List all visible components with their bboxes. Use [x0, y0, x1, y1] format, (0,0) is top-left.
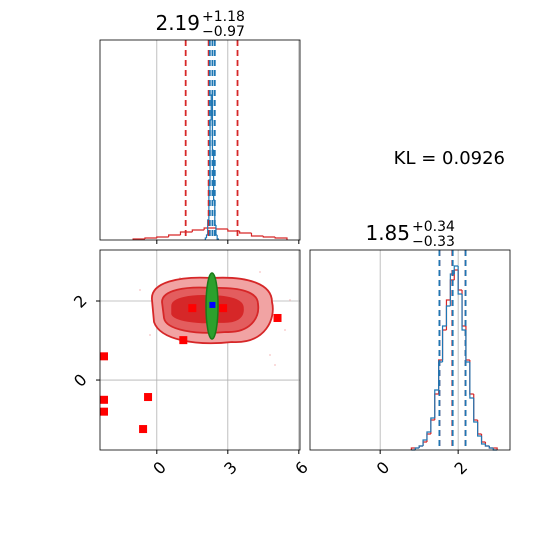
- histogram-bin: [441, 325, 447, 362]
- histogram-bin: [422, 439, 427, 446]
- point: [179, 336, 188, 345]
- histogram-bin: [426, 431, 431, 440]
- point: [209, 301, 216, 308]
- histogram-bin: [434, 389, 439, 418]
- histogram-bin: [453, 265, 459, 274]
- histogram-bin: [488, 446, 494, 449]
- histogram-bin: [493, 447, 498, 450]
- point: [144, 393, 153, 402]
- density-contours: [139, 271, 291, 366]
- histogram-bin: [191, 229, 205, 232]
- point: [139, 425, 148, 434]
- histogram-bin: [203, 227, 216, 230]
- kl-annotation: KL = 0.0926: [394, 148, 505, 169]
- panel-title: 2.19: [155, 11, 200, 35]
- histogram-bin: [473, 398, 478, 423]
- histogram-bin: [179, 231, 193, 235]
- histogram-bin: [156, 236, 169, 238]
- histogram-bin: [469, 362, 474, 399]
- histogram-bin: [410, 447, 416, 450]
- histogram-bin: [414, 447, 420, 450]
- histogram-bin: [262, 236, 276, 238]
- point: [219, 304, 228, 313]
- title-superscript: +0.34: [412, 219, 455, 235]
- histogram-bin: [445, 305, 451, 326]
- axes-frame: [309, 249, 511, 451]
- frame-layer: 0 21.85 +0.34−0.33: [309, 219, 511, 478]
- marks-layer: [132, 40, 288, 240]
- histogram-bin: [480, 436, 486, 445]
- title-subscript: −0.97: [202, 24, 245, 40]
- histogram-bin: [227, 229, 240, 232]
- histogram-bin: [461, 294, 466, 331]
- marks-layer: [100, 301, 282, 434]
- point: [273, 313, 282, 322]
- grid-layer: [156, 40, 300, 240]
- point: [100, 352, 108, 361]
- histogram-bin: [457, 266, 463, 295]
- frame-layer: 2.19 +1.18−0.97: [99, 9, 301, 244]
- point: [100, 395, 108, 404]
- histogram-bin: [168, 234, 181, 237]
- title-superscript: +1.18: [202, 9, 245, 25]
- histogram-bin: [239, 231, 252, 234]
- axes-frame: [99, 249, 301, 451]
- histogram-bin: [144, 237, 157, 239]
- histogram-bin: [274, 237, 288, 240]
- histogram-bin: [216, 235, 219, 240]
- axes-frame: [99, 39, 301, 241]
- histogram-bin: [418, 445, 424, 448]
- point: [100, 407, 108, 416]
- histogram-bin: [484, 444, 490, 447]
- point: [188, 304, 197, 313]
- histogram-bin: [477, 422, 482, 437]
- title-subscript: −0.33: [412, 234, 455, 250]
- histogram-bin: [430, 417, 435, 432]
- histogram-bin: [250, 233, 264, 237]
- panel-title: 1.85: [365, 221, 410, 245]
